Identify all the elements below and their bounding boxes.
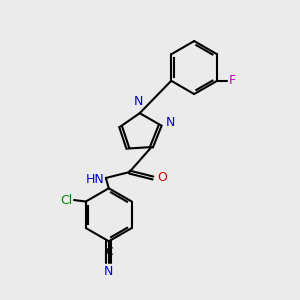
Text: N: N <box>166 116 175 129</box>
Text: C: C <box>105 247 113 256</box>
Text: F: F <box>228 74 236 87</box>
Text: HN: HN <box>85 173 104 186</box>
Text: Cl: Cl <box>60 194 73 207</box>
Text: N: N <box>104 265 113 278</box>
Text: N: N <box>134 95 143 108</box>
Text: O: O <box>158 172 167 184</box>
